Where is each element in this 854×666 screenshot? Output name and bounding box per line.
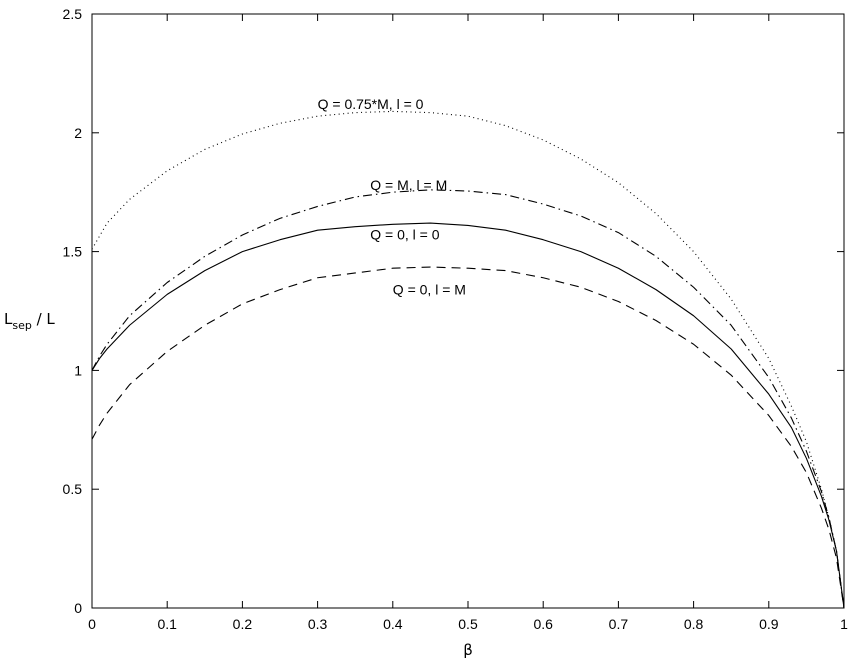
- y-tick-label: 0: [74, 600, 82, 616]
- y-axis-label-sub: sep: [12, 319, 31, 332]
- series-annotation: Q = 0.75*M, l = 0: [318, 96, 424, 112]
- series-annotation: Q = 0, l = M: [393, 281, 466, 297]
- series-line-solid: [91, 222, 845, 609]
- y-axis-label-suffix: / L: [32, 310, 56, 328]
- x-tick-label: 0.8: [684, 616, 704, 632]
- y-tick-label: 2.5: [63, 6, 83, 22]
- x-tick-label: 0.3: [308, 616, 328, 632]
- y-tick-label: 1: [74, 362, 82, 378]
- x-tick-label: 0.7: [609, 616, 629, 632]
- annotations-group: Q = 0.75*M, l = 0 Q = M, l = M Q = 0, l = …: [318, 96, 466, 297]
- y-axis-label: Lsep / L: [4, 310, 55, 332]
- y-tick-label: 0.5: [63, 481, 83, 497]
- x-tick-label: 1: [840, 616, 848, 632]
- y-tick-label: 1.5: [63, 244, 83, 260]
- x-tick-label: 0.2: [233, 616, 253, 632]
- x-ticks: 0 0.1 0.2 0.3 0.4 0.5 0.6 0.7 0.8 0.9 1: [88, 14, 848, 632]
- x-axis-label: β: [463, 641, 473, 659]
- series-line-dashed: [91, 266, 845, 609]
- series-line-dashdot: [91, 189, 845, 609]
- x-tick-label: 0.1: [157, 616, 177, 632]
- x-tick-label: 0.9: [759, 616, 779, 632]
- x-tick-label: 0: [88, 616, 96, 632]
- y-ticks: 0 0.5 1 1.5 2 2.5: [63, 6, 844, 616]
- y-tick-label: 2: [74, 125, 82, 141]
- x-tick-label: 0.6: [533, 616, 553, 632]
- x-tick-label: 0.5: [458, 616, 478, 632]
- y-axis-label-main: L: [4, 310, 13, 328]
- plot-area: [91, 13, 845, 609]
- series-annotation: Q = M, l = M: [370, 177, 447, 193]
- x-tick-label: 0.4: [383, 616, 403, 632]
- series-annotation: Q = 0, l = 0: [370, 227, 439, 243]
- series-group: [91, 110, 845, 609]
